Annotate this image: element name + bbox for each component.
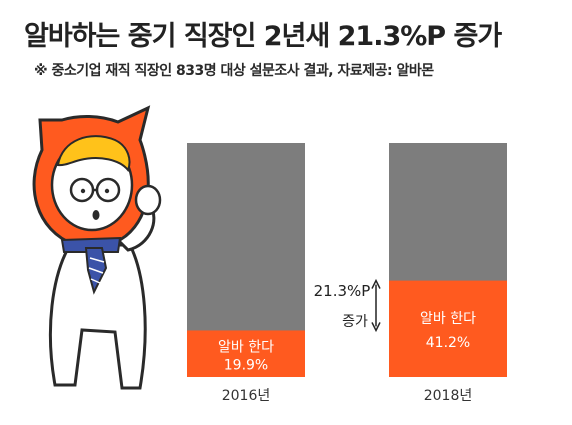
page-subtitle: ※ 중소기업 재직 직장인 833명 대상 설문조사 결과, 자료제공: 알바몬 — [34, 63, 434, 79]
diff-arrow-head-top — [371, 278, 381, 289]
bar-share-1 — [389, 280, 507, 377]
page-title: 알바하는 중기 직장인 2년새 21.3%P 증가 — [24, 21, 502, 52]
data-label-1: 41.2% — [426, 335, 470, 351]
x-tick-label-1: 2018년 — [424, 388, 473, 404]
diff-annotation-text: 증가 — [342, 314, 368, 330]
diff-arrow-head-bottom — [371, 322, 381, 333]
data-label-0: 19.9% — [224, 358, 268, 374]
x-tick-label-0: 2016년 — [222, 388, 271, 404]
diff-annotation-value: 21.3%P — [314, 282, 371, 300]
series-label-0: 알바 한다 — [218, 340, 274, 356]
series-label-1: 알바 한다 — [420, 311, 476, 327]
bar-share-0 — [187, 330, 305, 377]
